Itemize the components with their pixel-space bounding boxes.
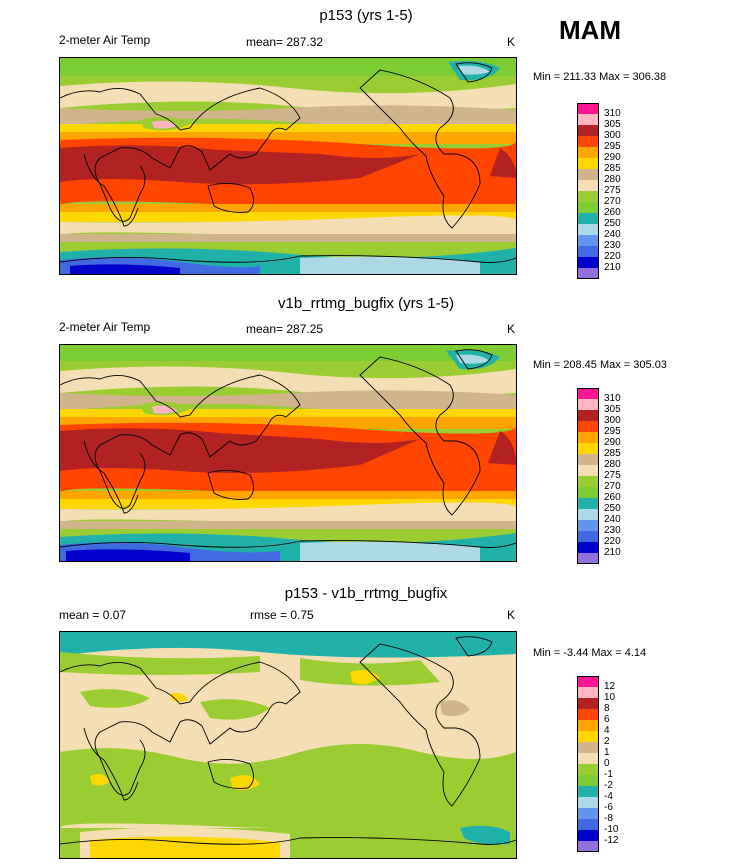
panel2-variable: 2-meter Air Temp xyxy=(59,320,151,334)
legend-level-label: 270 xyxy=(604,481,621,492)
legend-level-label: -10 xyxy=(604,824,619,835)
legend-frame xyxy=(577,103,599,279)
panel2-map xyxy=(59,344,517,562)
legend-level-label: 220 xyxy=(604,536,621,547)
legend-level-label: 280 xyxy=(604,174,621,185)
legend-level-label: 300 xyxy=(604,415,621,426)
legend-level-label: -2 xyxy=(604,780,613,791)
season-label: MAM xyxy=(559,15,622,45)
legend-level-label: 250 xyxy=(604,218,621,229)
legend-level-label: 290 xyxy=(604,152,621,163)
legend-level-label: 310 xyxy=(604,108,621,119)
legend-level-label: 220 xyxy=(604,251,621,262)
legend-level-label: -12 xyxy=(604,835,619,846)
legend-level-label: 285 xyxy=(604,163,621,174)
legend-level-label: 210 xyxy=(604,547,621,558)
legend-level-label: 0 xyxy=(604,758,610,769)
panel2-units: K xyxy=(507,322,516,336)
legend-level-label: 280 xyxy=(604,459,621,470)
legend-level-label: 305 xyxy=(604,119,621,130)
legend-level-label: 305 xyxy=(604,404,621,415)
legend-level-label: 285 xyxy=(604,448,621,459)
panel3-map xyxy=(59,631,517,859)
panel3-rmse: rmse = 0.75 xyxy=(250,608,314,622)
legend-level-label: 260 xyxy=(604,492,621,503)
panel2-map-svg xyxy=(60,345,516,561)
panel1-mean: mean= 287.32 xyxy=(246,35,324,49)
legend-level-label: 275 xyxy=(604,185,621,196)
legend-level-label: 6 xyxy=(604,714,610,725)
legend-level-label: 10 xyxy=(604,692,616,703)
panel3-mean: mean = 0.07 xyxy=(59,608,127,622)
legend-level-label: -8 xyxy=(604,813,613,824)
panel1-map xyxy=(59,57,517,275)
legend-level-label: 8 xyxy=(604,703,610,714)
panel2-mean: mean= 287.25 xyxy=(246,322,324,336)
panel1-title: p153 (yrs 1-5) xyxy=(319,7,413,24)
legend-level-label: 270 xyxy=(604,196,621,207)
panel1-minmax: Min = 211.33 Max = 306.38 xyxy=(533,71,667,83)
legend-level-label: -6 xyxy=(604,802,613,813)
panel3-units: K xyxy=(507,608,516,622)
legend-level-label: 275 xyxy=(604,470,621,481)
legend-frame xyxy=(577,676,599,852)
legend-level-label: 260 xyxy=(604,207,621,218)
panel3-minmax: Min = -3.44 Max = 4.14 xyxy=(533,647,647,659)
panel3-map-svg xyxy=(60,632,516,858)
legend-level-label: 240 xyxy=(604,514,621,525)
legend-level-label: 295 xyxy=(604,141,621,152)
legend-level-label: 310 xyxy=(604,393,621,404)
legend-level-label: 295 xyxy=(604,426,621,437)
legend-level-label: -1 xyxy=(604,769,613,780)
legend-frame xyxy=(577,388,599,564)
legend-level-label: 2 xyxy=(604,736,610,747)
panel1-units: K xyxy=(507,35,516,49)
legend-level-label: 300 xyxy=(604,130,621,141)
panel1-map-svg xyxy=(60,58,516,274)
legend-level-label: 240 xyxy=(604,229,621,240)
panel3-title: p153 - v1b_rrtmg_bugfix xyxy=(284,585,448,602)
legend-level-label: 210 xyxy=(604,262,621,273)
legend-level-label: 12 xyxy=(604,681,616,692)
legend-level-label: 250 xyxy=(604,503,621,514)
legend-level-label: 4 xyxy=(604,725,610,736)
legend-level-label: 230 xyxy=(604,525,621,536)
legend-level-label: 230 xyxy=(604,240,621,251)
panel2-title: v1b_rrtmg_bugfix (yrs 1-5) xyxy=(278,295,454,312)
legend-level-label: 1 xyxy=(604,747,610,758)
legend-level-label: 290 xyxy=(604,437,621,448)
legend-level-label: -4 xyxy=(604,791,613,802)
panel1-variable: 2-meter Air Temp xyxy=(59,33,151,47)
panel2-minmax: Min = 208.45 Max = 305.03 xyxy=(533,359,667,371)
